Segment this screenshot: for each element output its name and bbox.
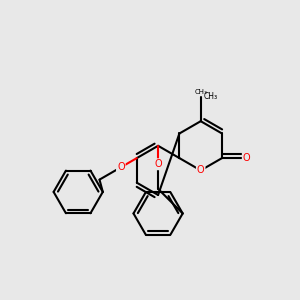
Text: O: O (197, 165, 205, 176)
Text: CH₃: CH₃ (194, 89, 207, 95)
Text: O: O (154, 159, 162, 169)
Text: O: O (117, 162, 124, 172)
Text: CH₃: CH₃ (204, 92, 218, 101)
Text: O: O (243, 153, 250, 163)
